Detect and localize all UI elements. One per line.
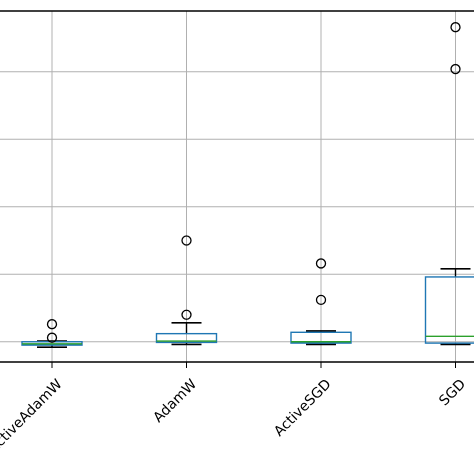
box-iqr <box>155 332 218 344</box>
box-iqr <box>290 331 352 344</box>
grid <box>0 11 474 362</box>
outlier-point <box>315 258 327 269</box>
box-iqr <box>424 276 474 344</box>
outlier-point <box>46 319 58 330</box>
box-group <box>155 235 218 346</box>
outlier-point <box>450 63 461 75</box>
box-group <box>424 22 474 346</box>
axes <box>0 10 474 368</box>
outlier-point <box>450 22 461 33</box>
outlier-point <box>181 309 192 320</box>
box-group <box>290 258 352 346</box>
outlier-point <box>46 332 58 343</box>
outlier-point <box>315 294 327 306</box>
outlier-point <box>181 235 192 246</box>
boxes <box>21 22 474 348</box>
box-group <box>21 319 83 348</box>
